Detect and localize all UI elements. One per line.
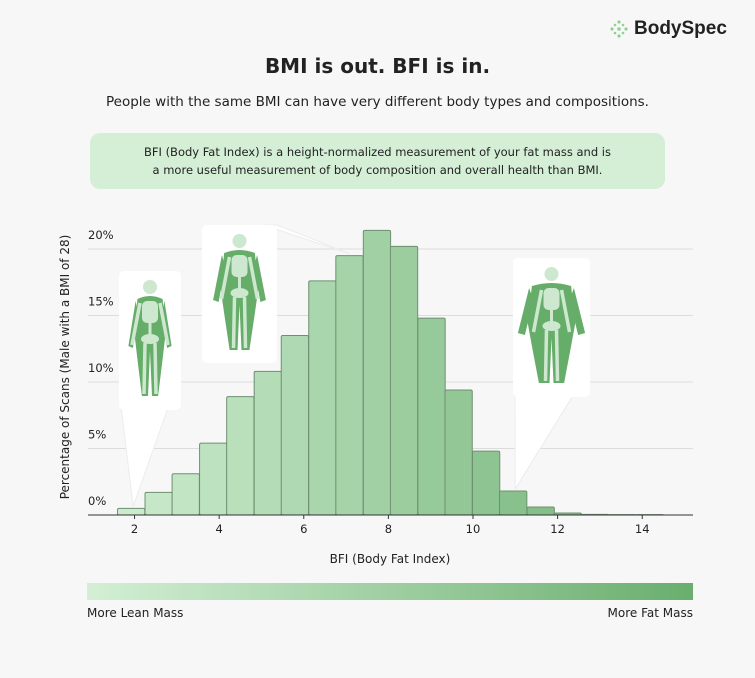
x-tick-label: 12 (550, 522, 565, 536)
lean-body-figure-icon (128, 280, 172, 396)
lean-to-fat-gradient-bar (87, 583, 693, 600)
info-line-2: a more useful measurement of body compos… (152, 163, 603, 177)
page-title: BMI is out. BFI is in. (264, 54, 491, 78)
histogram-bar (417, 317, 446, 516)
x-tick-label: 14 (635, 522, 650, 536)
brand-logo: BodySpec (610, 18, 727, 40)
histogram-bar (444, 389, 473, 516)
histogram-bar (499, 490, 528, 516)
histogram-bar (471, 450, 501, 516)
histogram-bar (253, 370, 282, 516)
x-tick-label: 6 (300, 522, 307, 536)
histogram-bar (199, 442, 228, 516)
histogram-bar (117, 507, 146, 516)
x-tick-label: 4 (215, 522, 222, 536)
fat-mass-label: More Fat Mass (607, 606, 693, 620)
page-subtitle: People with the same BMI can have very d… (106, 94, 649, 110)
x-tick-label: 2 (131, 522, 138, 536)
medium-body-figure-icon (213, 234, 266, 350)
y-tick-label: 20% (88, 228, 114, 242)
callout-pointer (120, 405, 170, 507)
histogram-bar (308, 280, 337, 516)
info-line-1: BFI (Body Fat Index) is a height-normali… (144, 145, 611, 159)
x-axis-label: BFI (Body Fat Index) (329, 552, 451, 566)
histogram-bar (335, 255, 364, 516)
histogram-bar (144, 491, 173, 516)
histogram-bar (226, 396, 255, 516)
y-axis-label: Percentage of Scans (Male with a BMI of … (58, 234, 72, 500)
fat-body-figure-icon (517, 267, 586, 383)
brand-name: BodySpec (634, 18, 727, 39)
y-tick-label: 15% (88, 295, 114, 309)
histogram-bar (171, 473, 200, 516)
y-tick-label: 0% (88, 494, 106, 508)
x-tick-label: 8 (385, 522, 392, 536)
x-tick-label: 10 (466, 522, 481, 536)
histogram-bar (526, 506, 555, 516)
lean-mass-label: More Lean Mass (87, 606, 184, 620)
dots-cross-icon (610, 20, 628, 38)
info-box: BFI (Body Fat Index) is a height-normali… (90, 133, 665, 189)
callout-pointer (514, 392, 576, 491)
histogram-bar (280, 334, 310, 516)
histogram-bar (362, 229, 392, 516)
y-tick-label: 10% (88, 361, 114, 375)
histogram-bar (389, 245, 419, 516)
y-tick-label: 5% (88, 428, 106, 442)
